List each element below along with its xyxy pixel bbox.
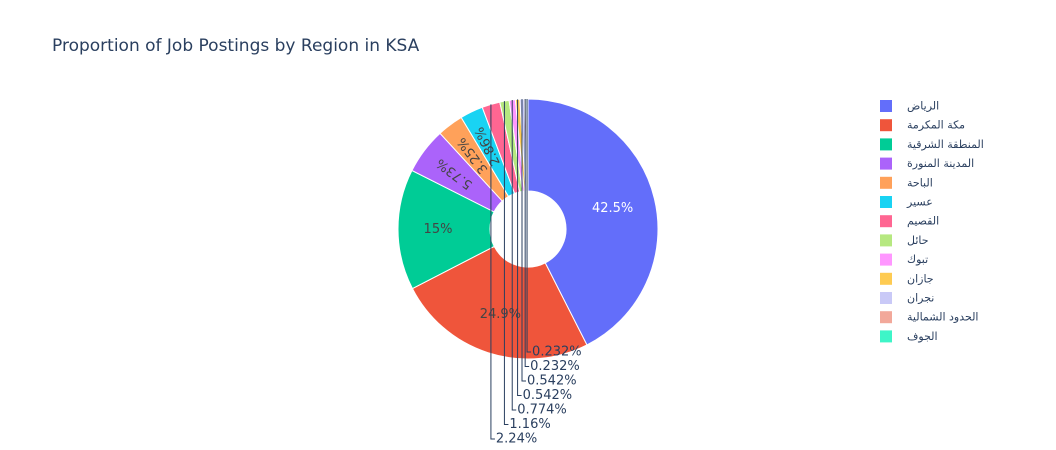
outside-label-7: 2.24%: [496, 432, 537, 447]
slice-label-3: 15%: [424, 222, 453, 237]
outside-label-11: 0.542%: [527, 374, 577, 389]
chart-title: Proportion of Job Postings by Region in …: [52, 36, 420, 56]
legend-label: القصيم: [907, 215, 939, 228]
legend-label: المدينة المنورة: [907, 157, 974, 170]
legend-item-6[interactable]: عسير: [880, 196, 933, 209]
legend-item-5[interactable]: الباحة: [880, 176, 933, 189]
legend-swatch: [880, 100, 892, 112]
legend-item-3[interactable]: المنطقة الشرقية: [880, 138, 984, 151]
legend-item-1[interactable]: الرياض: [880, 100, 939, 113]
legend-item-2[interactable]: مكة المكرمة: [880, 119, 965, 132]
outside-label-9: 0.774%: [517, 403, 567, 418]
legend: الرياض مكة المكرمة المنطقة الشرقية المدينة …: [880, 100, 984, 343]
leader-line-8: [503, 101, 509, 425]
legend-label: المنطقة الشرقية: [907, 138, 984, 151]
leader-line-12: [524, 99, 530, 367]
outside-label-10: 0.542%: [523, 388, 573, 403]
legend-label: حائل: [907, 234, 929, 247]
leader-line-10: [517, 99, 522, 396]
legend-swatch: [880, 119, 892, 132]
legend-item-8[interactable]: حائل: [880, 234, 929, 247]
legend-swatch: [880, 234, 892, 247]
slice-1[interactable]: [527, 98, 659, 346]
leader-line-11: [521, 99, 526, 382]
legend-item-10[interactable]: جازان: [880, 272, 934, 285]
legend-label: مكة المكرمة: [907, 119, 965, 132]
legend-item-4[interactable]: المدينة المنورة: [880, 157, 974, 170]
leader-line-7: [490, 104, 495, 440]
legend-item-7[interactable]: القصيم: [880, 215, 939, 228]
legend-swatch: [880, 330, 892, 343]
legend-label: نجران: [907, 292, 934, 305]
leader-line-9: [511, 99, 517, 411]
legend-swatch: [880, 138, 892, 151]
legend-item-13[interactable]: الجوف: [880, 330, 938, 343]
legend-swatch: [880, 176, 892, 189]
legend-label: تبوك: [907, 253, 928, 266]
legend-swatch: [880, 215, 892, 228]
outside-label-8: 1.16%: [509, 417, 550, 432]
outside-labels: 0.232%0.232%0.542%0.542%0.774%1.16%2.24%: [490, 99, 582, 447]
legend-label: عسير: [906, 196, 933, 209]
outside-label-12: 0.232%: [530, 359, 580, 374]
legend-label: الجوف: [907, 330, 938, 343]
legend-item-12[interactable]: الحدود الشمالية: [880, 311, 979, 324]
legend-label: جازان: [907, 272, 934, 285]
legend-swatch: [880, 253, 892, 266]
legend-swatch: [880, 272, 892, 285]
slice-label-1: 42.5%: [592, 201, 633, 216]
legend-swatch: [880, 311, 892, 324]
legend-label: الباحة: [907, 176, 933, 189]
slice-2[interactable]: [411, 245, 588, 360]
legend-swatch: [880, 292, 892, 304]
outside-label-13: 0.232%: [532, 345, 582, 360]
legend-item-9[interactable]: تبوك: [880, 253, 928, 266]
leader-line-13: [526, 99, 532, 353]
legend-item-11[interactable]: نجران: [880, 292, 934, 305]
legend-swatch: [880, 157, 892, 170]
legend-swatch: [880, 196, 892, 208]
slice-label-2: 24.9%: [480, 307, 521, 322]
pie-slices: [397, 98, 659, 360]
legend-label: الرياض: [907, 100, 939, 113]
legend-label: الحدود الشمالية: [907, 311, 979, 324]
